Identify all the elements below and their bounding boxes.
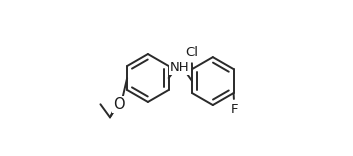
Text: NH: NH xyxy=(170,61,190,74)
Text: O: O xyxy=(113,97,125,112)
Text: F: F xyxy=(231,103,238,116)
Text: Cl: Cl xyxy=(185,46,198,59)
